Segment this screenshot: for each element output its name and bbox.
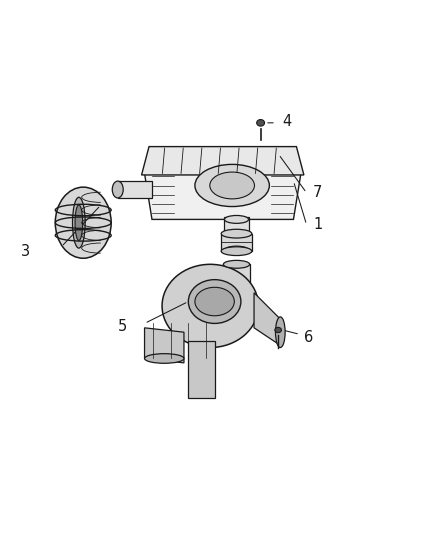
Ellipse shape xyxy=(55,187,111,259)
Text: 5: 5 xyxy=(118,319,127,334)
Ellipse shape xyxy=(276,317,285,348)
Ellipse shape xyxy=(162,264,258,348)
Ellipse shape xyxy=(257,119,265,126)
Text: 7: 7 xyxy=(313,185,322,200)
Polygon shape xyxy=(188,341,215,398)
Text: 3: 3 xyxy=(21,244,30,259)
Ellipse shape xyxy=(73,197,85,248)
Ellipse shape xyxy=(195,164,269,207)
Ellipse shape xyxy=(145,354,184,364)
Ellipse shape xyxy=(195,287,234,316)
Bar xyxy=(223,264,250,288)
Polygon shape xyxy=(254,293,280,345)
Text: 1: 1 xyxy=(313,217,322,232)
Polygon shape xyxy=(145,328,184,363)
Text: 6: 6 xyxy=(304,330,314,345)
Ellipse shape xyxy=(223,260,250,268)
Bar xyxy=(225,217,249,250)
Text: 4: 4 xyxy=(283,115,292,130)
Polygon shape xyxy=(141,147,304,175)
Polygon shape xyxy=(118,181,152,198)
Ellipse shape xyxy=(112,181,123,198)
Ellipse shape xyxy=(188,280,241,324)
Ellipse shape xyxy=(225,246,249,254)
Ellipse shape xyxy=(221,247,252,255)
Ellipse shape xyxy=(221,229,252,238)
Ellipse shape xyxy=(75,205,83,240)
Ellipse shape xyxy=(225,215,249,223)
Ellipse shape xyxy=(275,327,281,333)
Bar xyxy=(221,233,252,251)
Ellipse shape xyxy=(210,172,254,199)
Polygon shape xyxy=(145,173,301,220)
